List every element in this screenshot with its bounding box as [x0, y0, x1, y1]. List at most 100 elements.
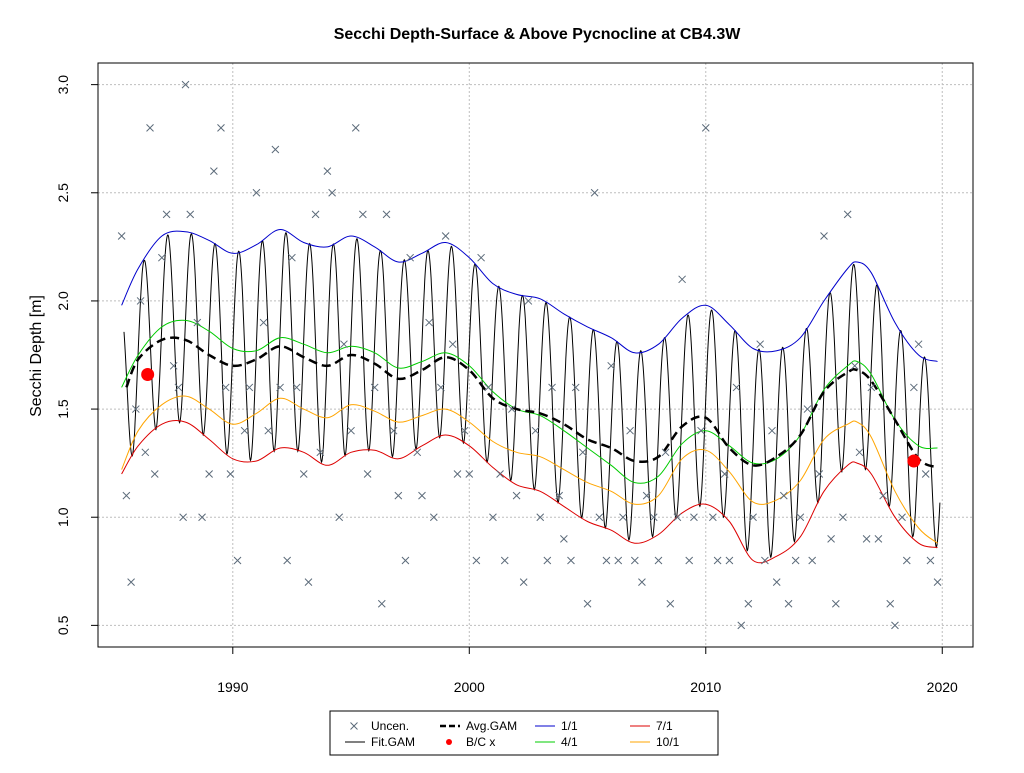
legend-item-uncen: Uncen.: [350, 719, 409, 733]
uncen-point: [744, 599, 753, 608]
uncen-point: [186, 210, 195, 219]
y-tick-label: 3.0: [55, 75, 71, 95]
legend-swatch-uncen: [350, 722, 358, 730]
uncen-point: [862, 534, 871, 543]
legend-label-c10: 10/1: [656, 735, 680, 749]
uncen-point: [162, 210, 171, 219]
uncen-point: [519, 578, 528, 586]
uncen-point: [276, 383, 284, 392]
series-line-10-1: [121, 395, 938, 544]
uncen-point: [453, 470, 462, 478]
uncen-point: [886, 599, 895, 608]
uncen-point: [150, 470, 159, 478]
uncen-point: [560, 534, 568, 543]
uncen-point: [642, 491, 651, 500]
uncen-point: [425, 318, 433, 327]
uncen-point: [221, 383, 230, 392]
uncen-point: [389, 426, 398, 435]
uncen-point: [340, 340, 348, 349]
uncen-point: [359, 210, 367, 219]
uncen-point: [796, 513, 805, 522]
uncen-point: [205, 470, 214, 478]
uncen-point: [271, 145, 280, 154]
uncen-point: [685, 556, 694, 565]
uncen-point: [713, 556, 722, 565]
uncen-point: [543, 556, 552, 565]
uncen-point: [531, 426, 540, 435]
uncen-point: [524, 297, 533, 305]
uncen-point: [590, 188, 599, 197]
uncen-point: [548, 383, 556, 392]
legend-label-bc: B/C x: [466, 735, 495, 749]
uncen-point: [779, 491, 788, 500]
uncen-point: [288, 253, 296, 262]
uncen-point: [377, 599, 386, 608]
uncen-point: [477, 253, 485, 262]
points-layer: [117, 80, 942, 630]
legend-item-c4: 4/1: [535, 735, 578, 749]
uncen-point: [328, 188, 336, 197]
uncen-point: [323, 167, 332, 176]
series-layer: [121, 228, 941, 564]
uncen-point: [465, 470, 474, 478]
uncen-point: [347, 426, 355, 435]
uncen-point: [654, 556, 663, 565]
uncen-point: [536, 513, 545, 522]
uncen-point: [418, 491, 426, 500]
uncen-point: [649, 513, 658, 522]
uncen-point: [512, 491, 521, 500]
uncen-point: [839, 513, 847, 522]
uncen-point: [678, 275, 686, 284]
uncen-point: [351, 124, 360, 132]
uncen-point: [879, 491, 887, 500]
uncen-point: [179, 513, 187, 522]
legend-item-bc: B/C x: [446, 735, 495, 749]
uncen-point: [914, 340, 923, 349]
uncen-point: [198, 513, 206, 522]
uncen-point: [448, 340, 457, 349]
uncen-point: [217, 124, 225, 132]
uncen-point: [898, 513, 906, 522]
uncen-point: [245, 383, 254, 392]
uncen-point: [226, 470, 235, 478]
uncen-point: [401, 556, 410, 565]
legend-item-fit: Fit.GAM: [345, 735, 415, 749]
uncen-point: [240, 426, 249, 435]
uncen-point: [210, 167, 218, 176]
legend-item-avg: Avg.GAM: [440, 719, 517, 733]
legend-items: Uncen. Fit.GAM Avg.GAM B/C x 1/1 4/1 7/1 10/1: [345, 719, 680, 749]
uncen-point: [595, 513, 604, 522]
uncen-point: [607, 361, 616, 370]
y-tick-label: 1.5: [55, 399, 71, 419]
uncen-point: [127, 578, 135, 586]
uncen-point: [484, 383, 493, 392]
legend-box: [329, 710, 719, 756]
x-tick-label: 1990: [217, 679, 248, 695]
uncen-point: [808, 556, 817, 565]
x-tick-label: 2000: [454, 679, 485, 695]
uncen-point: [363, 470, 372, 478]
uncen-point: [429, 513, 438, 522]
legend-label-fit: Fit.GAM: [371, 735, 415, 749]
legend-label-avg: Avg.GAM: [466, 719, 517, 733]
uncen-point: [472, 556, 481, 565]
uncen-point: [370, 383, 379, 392]
uncen-point: [141, 448, 150, 457]
axis-layer: 1990 2000 2010 2020 0.5 1.0 1.5 2.0 2.5 3.0: [55, 75, 958, 695]
uncen-point: [583, 599, 592, 608]
uncen-point: [602, 556, 611, 565]
legend-label-c4: 4/1: [561, 735, 578, 749]
uncen-point: [394, 491, 403, 500]
uncen-point: [626, 426, 634, 435]
uncen-point: [756, 340, 765, 349]
uncen-point: [874, 534, 883, 543]
chart-title: Secchi Depth-Surface & Above Pycnocline …: [334, 26, 742, 43]
uncen-point: [630, 556, 639, 565]
series-line-4-1: [121, 319, 938, 484]
uncen-point: [673, 513, 682, 522]
uncen-point: [169, 361, 178, 370]
uncen-point: [697, 426, 705, 435]
uncen-point: [926, 556, 935, 565]
uncen-point: [117, 232, 126, 240]
bc-point: [907, 454, 921, 468]
